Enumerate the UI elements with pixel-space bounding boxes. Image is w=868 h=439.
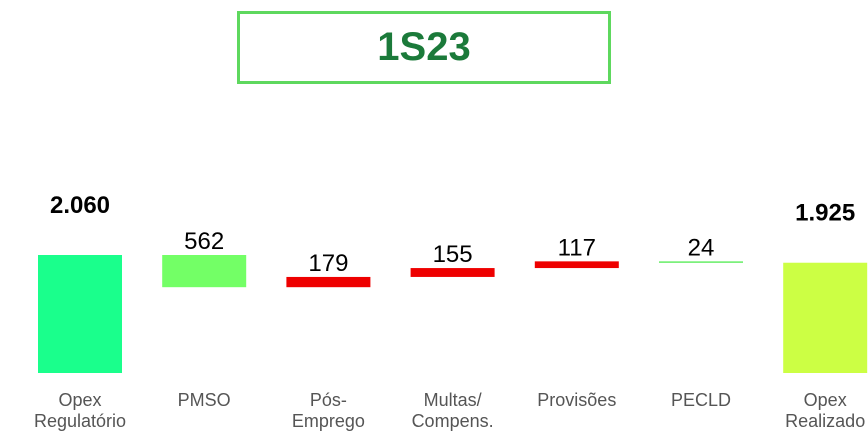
- bar: [38, 255, 122, 373]
- bar: [162, 255, 247, 288]
- data-label: 117: [558, 234, 596, 261]
- bar: [410, 268, 495, 277]
- data-label: 562: [184, 228, 224, 255]
- bar: [659, 261, 743, 263]
- x-tick-label: Opex Realizado: [785, 390, 866, 431]
- data-label: 179: [308, 250, 348, 277]
- x-tick-label: Pós-Emprego: [291, 390, 365, 431]
- data-label: 2.060: [50, 192, 110, 219]
- x-tick-label: Provisões: [537, 390, 617, 410]
- data-label: 1.925: [795, 200, 855, 227]
- data-label: 24: [688, 234, 715, 261]
- bar: [286, 276, 371, 288]
- x-tick-label: PMSO: [177, 390, 231, 410]
- bar: [783, 262, 868, 373]
- x-tick-label: Multas/ Compens.: [411, 390, 494, 431]
- chart-title: 1S23: [237, 11, 611, 84]
- x-tick-label: PECLD: [670, 390, 732, 410]
- x-tick-label: Opex Regulatório: [33, 390, 127, 431]
- data-label: 155: [433, 241, 473, 268]
- bar: [534, 261, 619, 269]
